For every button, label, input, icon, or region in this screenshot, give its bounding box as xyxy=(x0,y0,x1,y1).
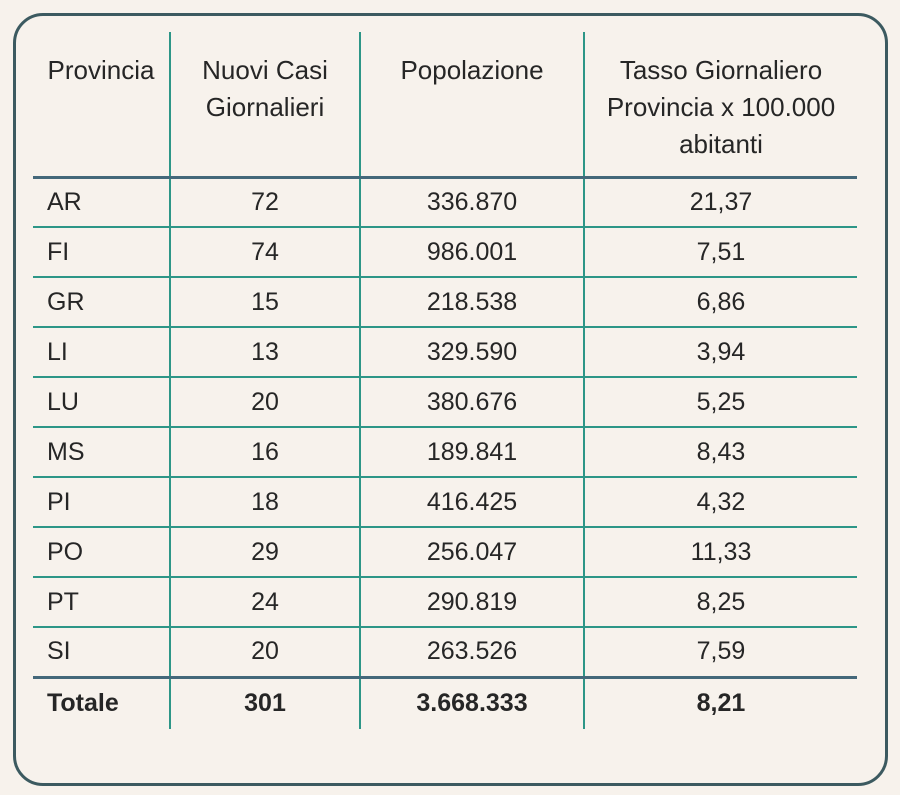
table-row: MS 16 189.841 8,43 xyxy=(33,427,857,478)
cell-provincia: LI xyxy=(33,327,171,378)
cell-tasso: 4,32 xyxy=(584,477,857,528)
column-header-tasso: Tasso Giornaliero Provincia x 100.000 ab… xyxy=(584,32,857,179)
cell-popolazione: 189.841 xyxy=(360,427,585,478)
cell-popolazione: 329.590 xyxy=(360,327,585,378)
table-row-total: Totale 301 3.668.333 8,21 xyxy=(33,677,857,729)
cell-nuovi-casi: 15 xyxy=(170,277,361,328)
cell-popolazione: 290.819 xyxy=(360,577,585,628)
cell-popolazione: 256.047 xyxy=(360,527,585,578)
table-row: AR 72 336.870 21,37 xyxy=(33,177,857,228)
cell-provincia: SI xyxy=(33,627,171,679)
table-row: SI 20 263.526 7,59 xyxy=(33,627,857,679)
province-covid-table: Provincia Nuovi Casi Giornalieri Popolaz… xyxy=(33,32,857,729)
table-row: PO 29 256.047 11,33 xyxy=(33,527,857,578)
cell-tasso: 5,25 xyxy=(584,377,857,428)
cell-provincia: Totale xyxy=(33,677,171,729)
column-header-popolazione: Popolazione xyxy=(360,32,585,179)
cell-popolazione: 416.425 xyxy=(360,477,585,528)
table-row: PT 24 290.819 8,25 xyxy=(33,577,857,628)
cell-provincia: PO xyxy=(33,527,171,578)
cell-provincia: PT xyxy=(33,577,171,628)
table-body: AR 72 336.870 21,37 FI 74 986.001 7,51 G… xyxy=(33,177,857,729)
cell-popolazione: 336.870 xyxy=(360,177,585,228)
cell-tasso: 8,25 xyxy=(584,577,857,628)
cell-popolazione: 380.676 xyxy=(360,377,585,428)
cell-tasso: 8,43 xyxy=(584,427,857,478)
cell-provincia: FI xyxy=(33,227,171,278)
column-header-nuovi-casi: Nuovi Casi Giornalieri xyxy=(170,32,361,179)
cell-nuovi-casi: 18 xyxy=(170,477,361,528)
cell-provincia: PI xyxy=(33,477,171,528)
cell-provincia: LU xyxy=(33,377,171,428)
cell-popolazione: 986.001 xyxy=(360,227,585,278)
cell-nuovi-casi: 20 xyxy=(170,627,361,679)
cell-nuovi-casi: 72 xyxy=(170,177,361,228)
cell-tasso: 3,94 xyxy=(584,327,857,378)
table-row: FI 74 986.001 7,51 xyxy=(33,227,857,278)
cell-nuovi-casi: 13 xyxy=(170,327,361,378)
cell-nuovi-casi: 16 xyxy=(170,427,361,478)
header-row: Provincia Nuovi Casi Giornalieri Popolaz… xyxy=(33,32,857,179)
cell-tasso: 6,86 xyxy=(584,277,857,328)
cell-nuovi-casi: 301 xyxy=(170,677,361,729)
cell-provincia: AR xyxy=(33,177,171,228)
cell-nuovi-casi: 20 xyxy=(170,377,361,428)
column-header-provincia: Provincia xyxy=(33,32,171,179)
cell-provincia: MS xyxy=(33,427,171,478)
table-card: Provincia Nuovi Casi Giornalieri Popolaz… xyxy=(13,13,888,786)
cell-tasso: 8,21 xyxy=(696,689,746,718)
table-row: GR 15 218.538 6,86 xyxy=(33,277,857,328)
table-row: PI 18 416.425 4,32 xyxy=(33,477,857,528)
cell-nuovi-casi: 24 xyxy=(170,577,361,628)
cell-tasso: 7,51 xyxy=(584,227,857,278)
cell-tasso: 11,33 xyxy=(584,527,857,578)
table-row: LU 20 380.676 5,25 xyxy=(33,377,857,428)
table-row: LI 13 329.590 3,94 xyxy=(33,327,857,378)
cell-popolazione: 3.668.333 xyxy=(360,677,585,729)
cell-tasso: 7,59 xyxy=(584,627,857,679)
cell-nuovi-casi: 74 xyxy=(170,227,361,278)
cell-popolazione: 218.538 xyxy=(360,277,585,328)
cell-tasso: 21,37 xyxy=(584,177,857,228)
cell-popolazione: 263.526 xyxy=(360,627,585,679)
cell-nuovi-casi: 29 xyxy=(170,527,361,578)
cell-provincia: GR xyxy=(33,277,171,328)
